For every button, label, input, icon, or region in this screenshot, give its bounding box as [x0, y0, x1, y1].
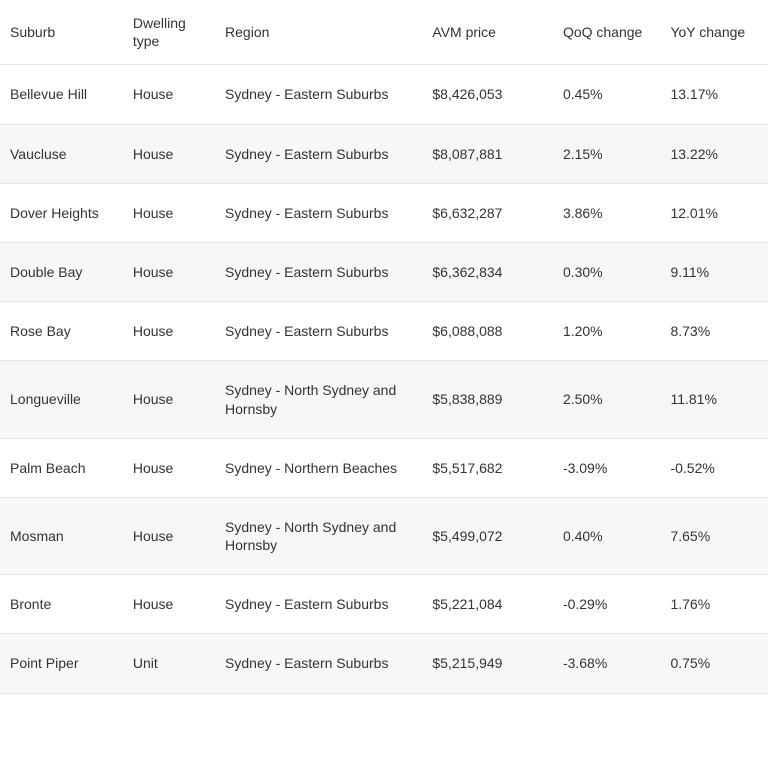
cell-region: Sydney - Eastern Suburbs	[215, 634, 422, 693]
cell-qoq: -0.29%	[553, 575, 661, 634]
cell-yoy: 0.75%	[660, 634, 768, 693]
cell-dwelling: House	[123, 497, 215, 574]
column-header-yoy[interactable]: YoY change	[660, 0, 768, 65]
column-header-dwelling[interactable]: Dwelling type	[123, 0, 215, 65]
cell-dwelling: House	[123, 575, 215, 634]
cell-avm: $5,221,084	[422, 575, 553, 634]
cell-qoq: 0.40%	[553, 497, 661, 574]
cell-qoq: 2.15%	[553, 124, 661, 183]
table-row: Vaucluse House Sydney - Eastern Suburbs …	[0, 124, 768, 183]
cell-suburb: Vaucluse	[0, 124, 123, 183]
cell-yoy: 9.11%	[660, 242, 768, 301]
cell-region: Sydney - Eastern Suburbs	[215, 302, 422, 361]
cell-suburb: Bellevue Hill	[0, 65, 123, 124]
cell-suburb: Longueville	[0, 361, 123, 438]
cell-yoy: -0.52%	[660, 438, 768, 497]
cell-avm: $6,088,088	[422, 302, 553, 361]
cell-avm: $5,838,889	[422, 361, 553, 438]
cell-dwelling: House	[123, 361, 215, 438]
table-row: Mosman House Sydney - North Sydney and H…	[0, 497, 768, 574]
cell-region: Sydney - Eastern Suburbs	[215, 183, 422, 242]
column-header-qoq[interactable]: QoQ change	[553, 0, 661, 65]
cell-region: Sydney - Eastern Suburbs	[215, 242, 422, 301]
column-header-avm[interactable]: AVM price	[422, 0, 553, 65]
cell-suburb: Dover Heights	[0, 183, 123, 242]
cell-qoq: 0.30%	[553, 242, 661, 301]
cell-region: Sydney - Northern Beaches	[215, 438, 422, 497]
cell-dwelling: House	[123, 65, 215, 124]
cell-suburb: Bronte	[0, 575, 123, 634]
cell-qoq: 0.45%	[553, 65, 661, 124]
cell-region: Sydney - North Sydney and Hornsby	[215, 361, 422, 438]
cell-yoy: 13.22%	[660, 124, 768, 183]
cell-dwelling: House	[123, 183, 215, 242]
cell-yoy: 11.81%	[660, 361, 768, 438]
table-header-row: Suburb Dwelling type Region AVM price Qo…	[0, 0, 768, 65]
cell-avm: $6,632,287	[422, 183, 553, 242]
cell-yoy: 13.17%	[660, 65, 768, 124]
cell-avm: $5,517,682	[422, 438, 553, 497]
cell-dwelling: House	[123, 242, 215, 301]
cell-yoy: 1.76%	[660, 575, 768, 634]
cell-suburb: Palm Beach	[0, 438, 123, 497]
cell-region: Sydney - Eastern Suburbs	[215, 575, 422, 634]
cell-dwelling: House	[123, 302, 215, 361]
table-row: Dover Heights House Sydney - Eastern Sub…	[0, 183, 768, 242]
cell-avm: $8,087,881	[422, 124, 553, 183]
cell-suburb: Point Piper	[0, 634, 123, 693]
table-row: Bronte House Sydney - Eastern Suburbs $5…	[0, 575, 768, 634]
cell-dwelling: House	[123, 124, 215, 183]
table-row: Double Bay House Sydney - Eastern Suburb…	[0, 242, 768, 301]
cell-qoq: -3.68%	[553, 634, 661, 693]
cell-region: Sydney - Eastern Suburbs	[215, 65, 422, 124]
cell-qoq: 3.86%	[553, 183, 661, 242]
cell-avm: $5,499,072	[422, 497, 553, 574]
cell-avm: $6,362,834	[422, 242, 553, 301]
table-row: Rose Bay House Sydney - Eastern Suburbs …	[0, 302, 768, 361]
table-row: Palm Beach House Sydney - Northern Beach…	[0, 438, 768, 497]
cell-suburb: Double Bay	[0, 242, 123, 301]
cell-suburb: Rose Bay	[0, 302, 123, 361]
table-row: Bellevue Hill House Sydney - Eastern Sub…	[0, 65, 768, 124]
column-header-suburb[interactable]: Suburb	[0, 0, 123, 65]
property-price-table: Suburb Dwelling type Region AVM price Qo…	[0, 0, 768, 694]
cell-dwelling: Unit	[123, 634, 215, 693]
cell-region: Sydney - Eastern Suburbs	[215, 124, 422, 183]
cell-dwelling: House	[123, 438, 215, 497]
cell-avm: $5,215,949	[422, 634, 553, 693]
cell-qoq: -3.09%	[553, 438, 661, 497]
cell-suburb: Mosman	[0, 497, 123, 574]
column-header-region[interactable]: Region	[215, 0, 422, 65]
cell-qoq: 2.50%	[553, 361, 661, 438]
cell-qoq: 1.20%	[553, 302, 661, 361]
table-row: Point Piper Unit Sydney - Eastern Suburb…	[0, 634, 768, 693]
cell-yoy: 7.65%	[660, 497, 768, 574]
table-body: Bellevue Hill House Sydney - Eastern Sub…	[0, 65, 768, 693]
cell-yoy: 8.73%	[660, 302, 768, 361]
cell-region: Sydney - North Sydney and Hornsby	[215, 497, 422, 574]
cell-yoy: 12.01%	[660, 183, 768, 242]
cell-avm: $8,426,053	[422, 65, 553, 124]
table-row: Longueville House Sydney - North Sydney …	[0, 361, 768, 438]
